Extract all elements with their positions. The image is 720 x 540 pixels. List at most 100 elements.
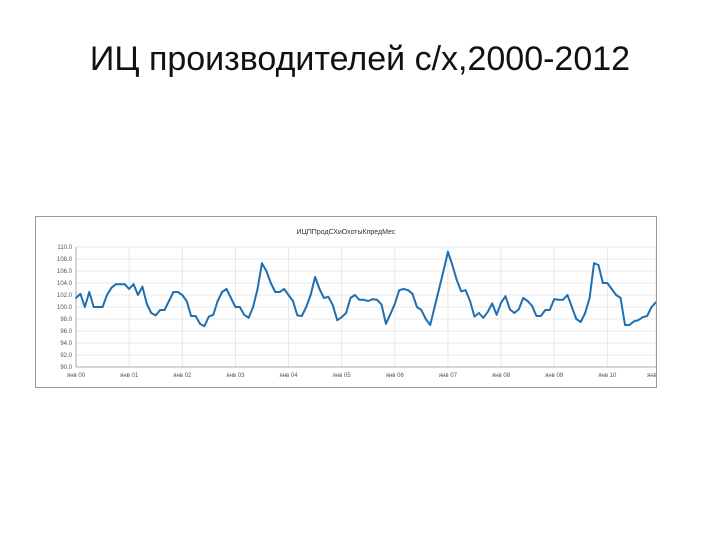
x-tick-label: янв 04 — [279, 373, 298, 379]
data-point — [455, 279, 458, 281]
data-point — [238, 306, 241, 308]
data-point — [486, 310, 489, 313]
data-point — [411, 292, 414, 295]
data-point — [243, 313, 246, 316]
data-point — [212, 313, 215, 316]
data-point — [619, 297, 622, 299]
data-point — [261, 262, 263, 265]
data-point — [163, 309, 166, 311]
data-point — [495, 313, 498, 316]
data-point — [83, 306, 86, 308]
data-point — [75, 297, 77, 299]
data-point — [646, 315, 649, 317]
data-point — [296, 314, 299, 317]
data-point — [606, 282, 609, 284]
x-tick-label: янв 07 — [439, 373, 458, 379]
data-point — [314, 276, 316, 278]
data-point — [216, 300, 219, 302]
data-point — [176, 291, 179, 293]
data-point — [393, 303, 396, 305]
data-point — [597, 264, 600, 266]
data-point — [119, 283, 122, 286]
data-point — [168, 300, 170, 302]
data-point — [424, 318, 427, 320]
data-point — [97, 306, 100, 308]
data-point — [252, 306, 254, 308]
y-tick-label: 110.0 — [57, 245, 72, 251]
data-point — [566, 294, 569, 296]
data-point — [610, 288, 613, 290]
data-point — [207, 315, 210, 318]
data-point — [141, 285, 144, 288]
data-point — [185, 300, 188, 302]
data-point — [624, 324, 626, 326]
data-point — [526, 300, 529, 302]
line-chart: ИЦППродСХиОхотыКпредМес 110.0108.0106.01… — [57, 229, 656, 379]
data-point — [539, 315, 542, 317]
data-point — [407, 289, 409, 292]
data-point — [221, 291, 224, 293]
data-point — [247, 316, 250, 319]
data-point — [575, 318, 578, 320]
data-point — [655, 301, 656, 304]
x-tick-label: янв 11 — [647, 373, 656, 379]
data-point — [376, 298, 378, 301]
y-tick-label: 96.0 — [60, 329, 72, 335]
y-tick-label: 106.0 — [57, 269, 73, 275]
y-tick-label: 90.0 — [60, 365, 72, 371]
data-point — [88, 291, 91, 293]
data-point — [371, 298, 374, 301]
data-point — [557, 298, 560, 301]
data-point — [447, 250, 449, 253]
data-point — [402, 288, 405, 290]
data-point — [562, 298, 564, 301]
data-point — [92, 306, 95, 308]
data-point — [579, 321, 582, 323]
data-point — [123, 283, 126, 286]
data-point — [199, 322, 201, 325]
data-point — [190, 315, 193, 317]
x-tick-label: янв 08 — [492, 373, 511, 379]
x-tick-label: янв 01 — [120, 373, 139, 379]
y-tick-label: 94.0 — [60, 341, 72, 347]
data-point — [327, 295, 330, 298]
y-tick-label: 98.0 — [60, 317, 72, 323]
x-tick-label: янв 03 — [226, 373, 245, 379]
data-point — [265, 270, 268, 272]
data-point — [331, 304, 334, 307]
data-point — [398, 289, 401, 292]
x-tick-label: янв 09 — [545, 373, 564, 379]
data-point — [159, 309, 162, 311]
data-point — [305, 306, 308, 308]
data-point — [101, 306, 104, 308]
data-point — [433, 306, 436, 308]
series — [75, 250, 656, 328]
data-point — [349, 297, 352, 299]
data-point — [203, 325, 206, 328]
data-point — [287, 294, 290, 296]
data-point — [548, 309, 551, 311]
data-point — [323, 297, 325, 299]
data-point — [358, 298, 361, 301]
data-point — [641, 316, 644, 319]
data-point — [367, 300, 370, 302]
data-point — [593, 262, 595, 265]
data-point — [473, 315, 476, 318]
data-point — [269, 282, 272, 284]
data-point — [513, 312, 516, 314]
data-point — [106, 294, 108, 296]
data-point — [340, 316, 343, 319]
data-point — [278, 291, 281, 293]
data-point — [362, 298, 365, 301]
data-point — [535, 315, 538, 317]
data-point — [79, 292, 82, 295]
data-point — [442, 270, 445, 272]
series-line — [75, 250, 656, 328]
data-point — [464, 289, 467, 292]
data-point — [309, 294, 312, 296]
data-point — [172, 291, 175, 293]
axes: 110.0 108.0 106.0 104.0 102.0 100.0 98.0 96.0 94… — [57, 245, 656, 379]
data-point — [491, 302, 494, 305]
data-point — [154, 314, 157, 317]
data-point — [181, 294, 184, 296]
